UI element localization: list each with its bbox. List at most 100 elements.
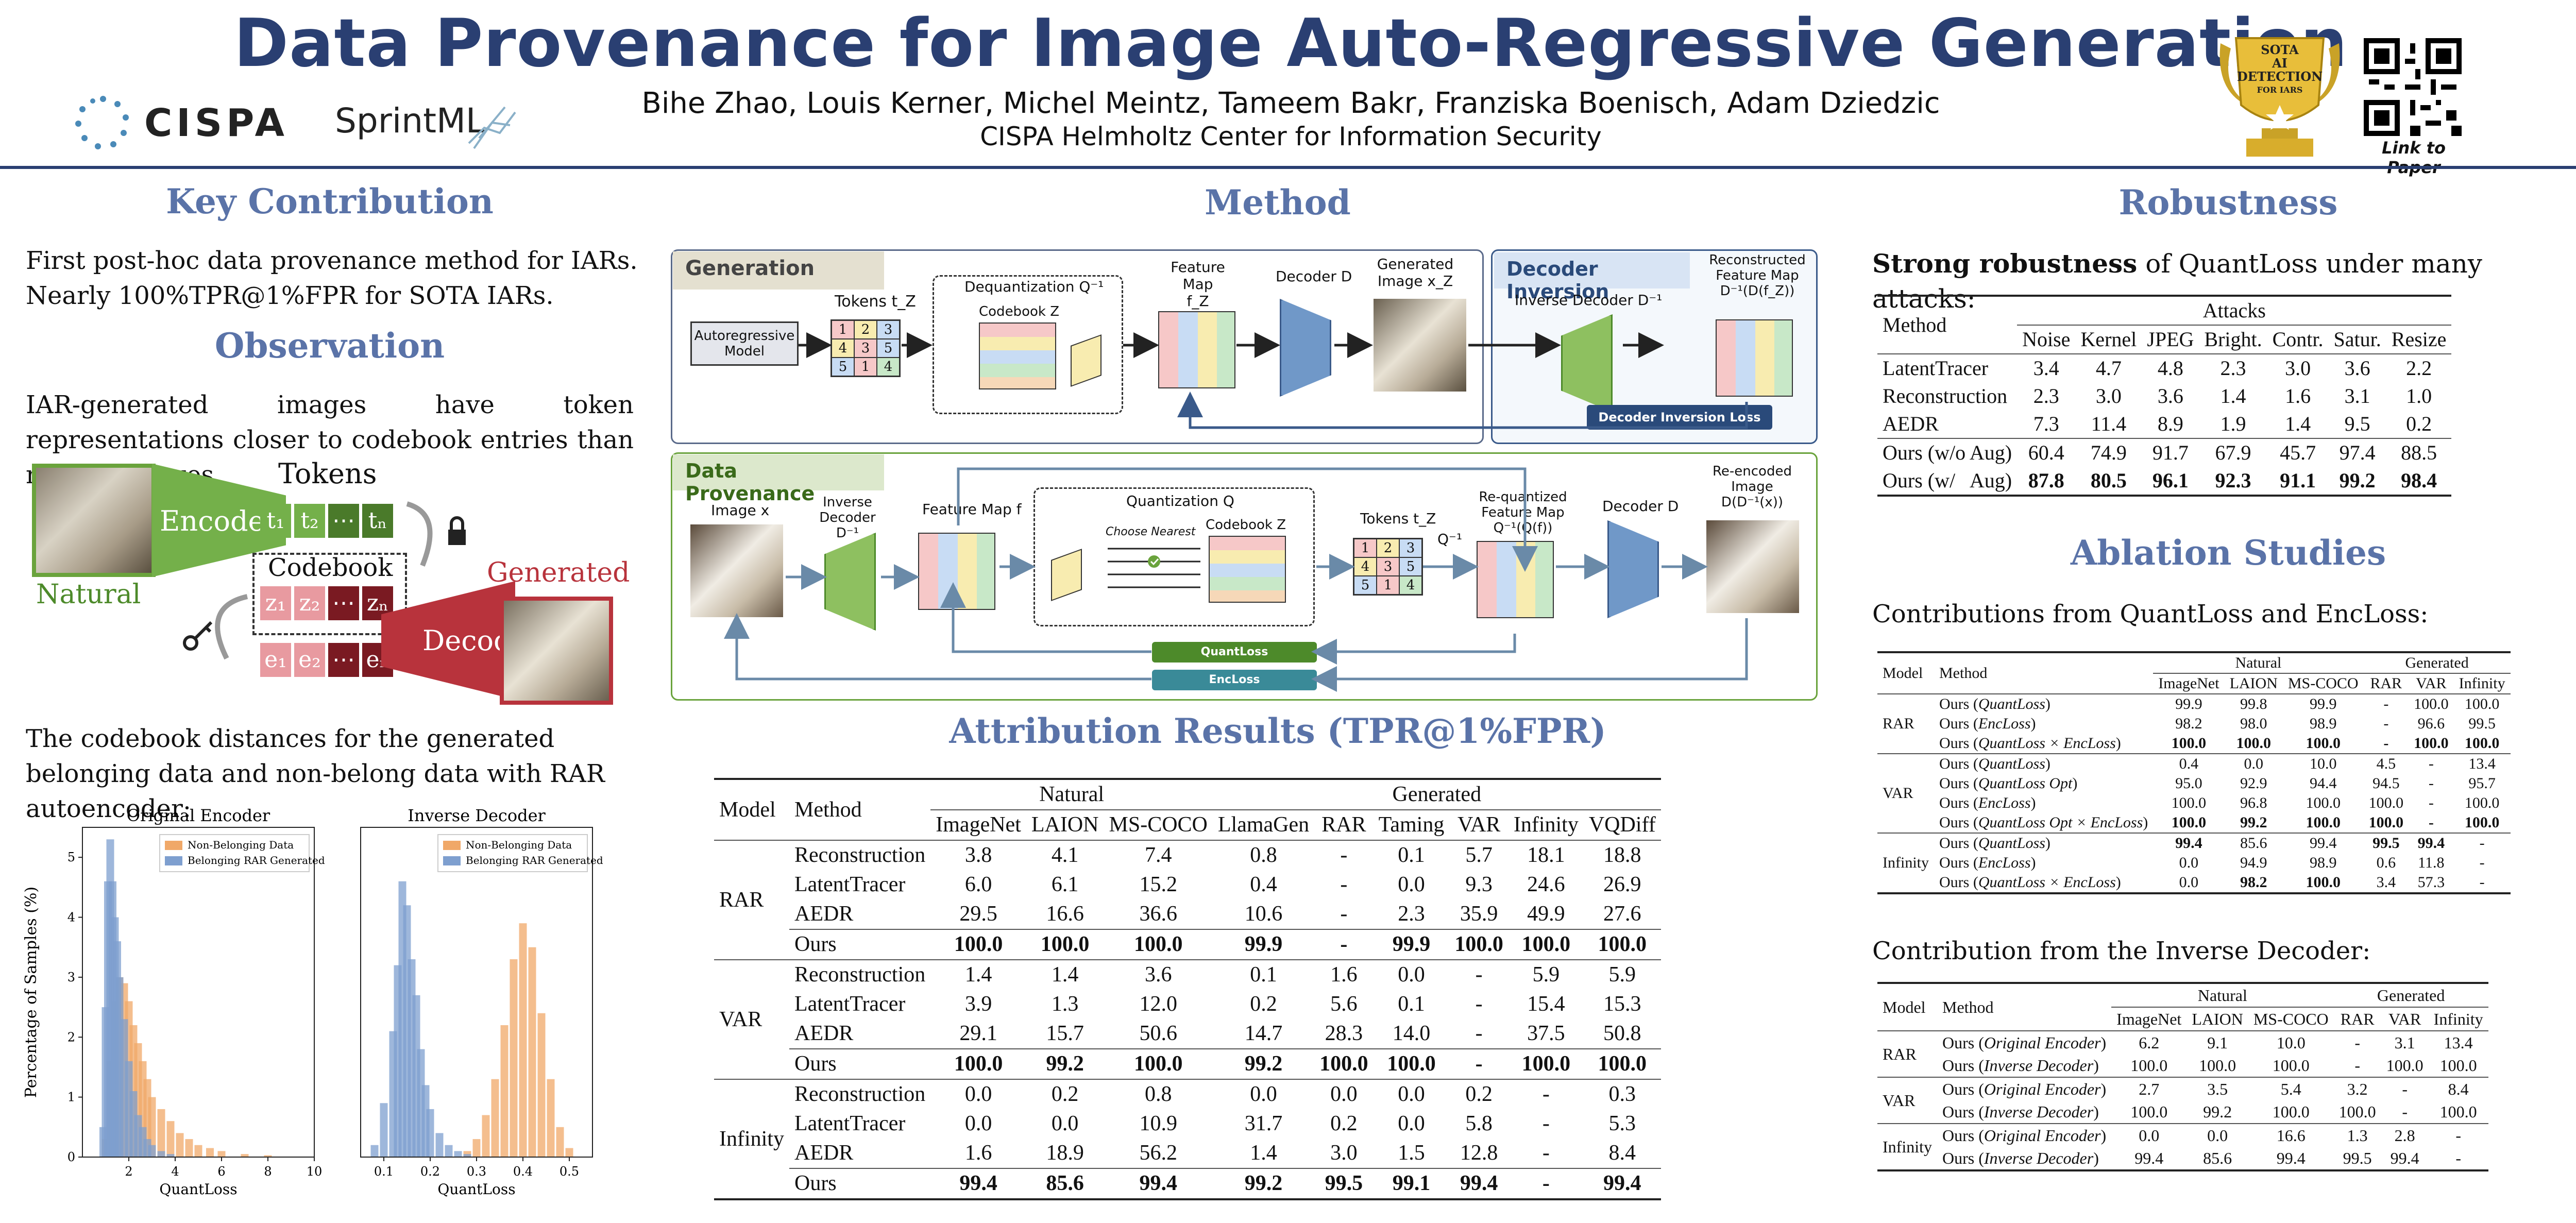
value-cell: 0.0 bbox=[1051, 1112, 1079, 1135]
value-cell: 0.4 bbox=[1250, 873, 1277, 896]
badge-line-2: AI bbox=[2272, 56, 2287, 71]
column-header: Kernel bbox=[2080, 328, 2137, 351]
value-cell: 99.4 bbox=[2417, 835, 2445, 852]
value-cell: 29.5 bbox=[959, 902, 997, 926]
value-cell: 0.4 bbox=[2179, 755, 2199, 772]
legend-box bbox=[159, 834, 310, 872]
value-cell: 10.9 bbox=[1139, 1112, 1177, 1135]
histogram-bar bbox=[194, 1145, 202, 1157]
column-header: ImageNet bbox=[936, 813, 1021, 837]
histogram-bar bbox=[454, 1151, 462, 1157]
data-provenance-panel bbox=[671, 452, 1818, 701]
value-cell: 56.2 bbox=[1139, 1141, 1177, 1165]
ablation-title: Ablation Studies bbox=[2070, 533, 2386, 573]
histogram-bar bbox=[547, 1079, 555, 1157]
value-cell: 85.6 bbox=[1046, 1171, 1084, 1195]
value-cell: 99.4 bbox=[2309, 835, 2337, 852]
y-tick-label: 0 bbox=[67, 1150, 75, 1164]
value-cell: 100.0 bbox=[2236, 735, 2271, 752]
author-list: Bihe Zhao, Louis Kerner, Michel Meintz, … bbox=[641, 87, 1940, 120]
value-cell: 98.4 bbox=[2401, 469, 2437, 492]
value-cell: 100.0 bbox=[1133, 1052, 1183, 1076]
column-header: Infinity bbox=[2459, 675, 2505, 692]
method-cell: Ours (QuantLoss) bbox=[1939, 755, 2050, 772]
table-row: Infinity Reconstruction 0.0 0.2 0.8 0.0 0.0 0.0… bbox=[714, 1079, 1661, 1151]
value-cell: 49.9 bbox=[1527, 902, 1565, 926]
table-header-row: ImageNet LAION MS-COCO RAR VAR Infinity bbox=[1877, 673, 2511, 694]
table-row: Ours (QuantLoss × EncLoss) 100.0 100.0 100.… bbox=[1877, 734, 2511, 754]
nearest-arrows-icon bbox=[1108, 548, 1200, 588]
value-cell: 0.2 bbox=[1250, 992, 1277, 1016]
value-cell: - bbox=[2455, 1126, 2461, 1145]
value-cell: 99.4 bbox=[2134, 1149, 2164, 1167]
value-cell: 3.4 bbox=[2376, 874, 2396, 891]
method-cell: Reconstruction bbox=[794, 963, 926, 987]
tokens-label: Tokens bbox=[278, 457, 377, 490]
sprintml-logo: SprintML bbox=[335, 101, 485, 141]
method-cell: Ours (EncLoss) bbox=[1939, 854, 2036, 871]
method-cell: Ours (Original Encoder) bbox=[1942, 1033, 2107, 1052]
qr-code[interactable] bbox=[2364, 38, 2462, 136]
table-header-row: Noise Kernel JPEG Bright. Contr. Satur. Resize bbox=[1877, 325, 2451, 354]
value-cell: 0.0 bbox=[2179, 874, 2199, 891]
table-row: AEDR 7.3 11.4 8.9 1.9 1.4 9.5 0.2 bbox=[1877, 410, 2451, 438]
value-cell: 0.0 bbox=[1398, 963, 1425, 987]
tokens-label: Tokens t_Z bbox=[835, 293, 916, 311]
table-row: Ours (EncLoss) 100.0 96.8 100.0 100.0 - 100.0 bbox=[1877, 793, 2511, 813]
column-header: VAR bbox=[1457, 813, 1501, 837]
method-cell: Ours (Original Encoder) bbox=[1942, 1080, 2107, 1098]
x-tick-label: 8 bbox=[264, 1164, 272, 1179]
column-header: MS-COCO bbox=[2287, 675, 2359, 692]
model-cell: Infinity bbox=[1883, 1137, 1932, 1156]
col-model: Model bbox=[1883, 998, 1926, 1016]
value-cell: 100.0 bbox=[2464, 814, 2500, 831]
ablation-caption-2: Contribution from the Inverse Decoder: bbox=[1872, 937, 2371, 965]
reconstructed-cube bbox=[1716, 319, 1793, 397]
quantloss-button: QuantLoss bbox=[1152, 642, 1317, 663]
value-cell: 57.3 bbox=[2417, 874, 2445, 891]
table-row: LatentTracer 0.0 0.0 10.9 31.7 0.2 0.0 5.8 - 5.3 bbox=[714, 1109, 1661, 1139]
attribution-table: Model Method Natural Generated ImageNet LAION… bbox=[714, 778, 1661, 1200]
model-cell: VAR bbox=[1883, 785, 1913, 802]
z-token-row: z₁ z₂ ⋯ zₙ bbox=[260, 586, 393, 620]
method-cell: Ours bbox=[794, 932, 837, 956]
trophy-icon bbox=[2219, 37, 2340, 157]
badge-line-3: DETECTION bbox=[2236, 69, 2323, 84]
value-cell: 8.4 bbox=[2448, 1080, 2469, 1098]
value-cell: 94.4 bbox=[2309, 775, 2337, 792]
value-cell: 99.9 bbox=[1392, 932, 1431, 956]
value-cell: 99.4 bbox=[2276, 1149, 2306, 1167]
value-cell: 1.3 bbox=[2347, 1126, 2368, 1145]
group-generated: Generated bbox=[2333, 983, 2488, 1008]
value-cell: 0.1 bbox=[1398, 843, 1425, 867]
value-cell: 37.5 bbox=[1527, 1022, 1565, 1045]
value-cell: 99.4 bbox=[2390, 1149, 2419, 1167]
poster-title: Data Provenance for Image Auto-Regressiv… bbox=[233, 5, 2348, 82]
value-cell: 16.6 bbox=[1046, 902, 1084, 926]
histogram-bar bbox=[380, 1103, 388, 1157]
value-cell: 99.8 bbox=[2240, 695, 2267, 712]
model-cell: VAR bbox=[1883, 1091, 1916, 1110]
method-cell: Reconstruction bbox=[1883, 384, 2008, 407]
cispa-circle-icon bbox=[75, 96, 129, 149]
value-cell: 99.4 bbox=[1603, 1171, 1641, 1195]
table-header-row: Method Attacks bbox=[1877, 296, 2452, 336]
quantization-label: Quantization Q bbox=[1126, 492, 1234, 509]
qr-caption[interactable]: Link to Paper bbox=[2382, 138, 2446, 177]
histogram-bar bbox=[528, 947, 536, 1157]
value-cell: 60.4 bbox=[2028, 441, 2064, 464]
table-row: VAR Ours (Original Encoder) 2.7 3.5 5.4 3.2 - 8… bbox=[1877, 1077, 2488, 1110]
value-cell: 99.2 bbox=[1244, 1171, 1283, 1195]
value-cell: 67.9 bbox=[2215, 441, 2251, 464]
value-cell: 91.1 bbox=[2280, 469, 2316, 492]
method-cell: Ours (Inverse Decoder) bbox=[1942, 1056, 2099, 1075]
value-cell: 0.0 bbox=[1250, 1082, 1277, 1106]
key-icon bbox=[183, 594, 248, 660]
value-cell: 5.3 bbox=[1608, 1112, 1636, 1135]
column-header: Satur. bbox=[2333, 328, 2381, 351]
group-generated: Generated bbox=[2363, 652, 2511, 674]
value-cell: 99.9 bbox=[2309, 695, 2337, 712]
histogram-bar bbox=[510, 959, 518, 1157]
value-cell: 0.0 bbox=[2207, 1126, 2228, 1145]
value-cell: - bbox=[1475, 1022, 1483, 1045]
